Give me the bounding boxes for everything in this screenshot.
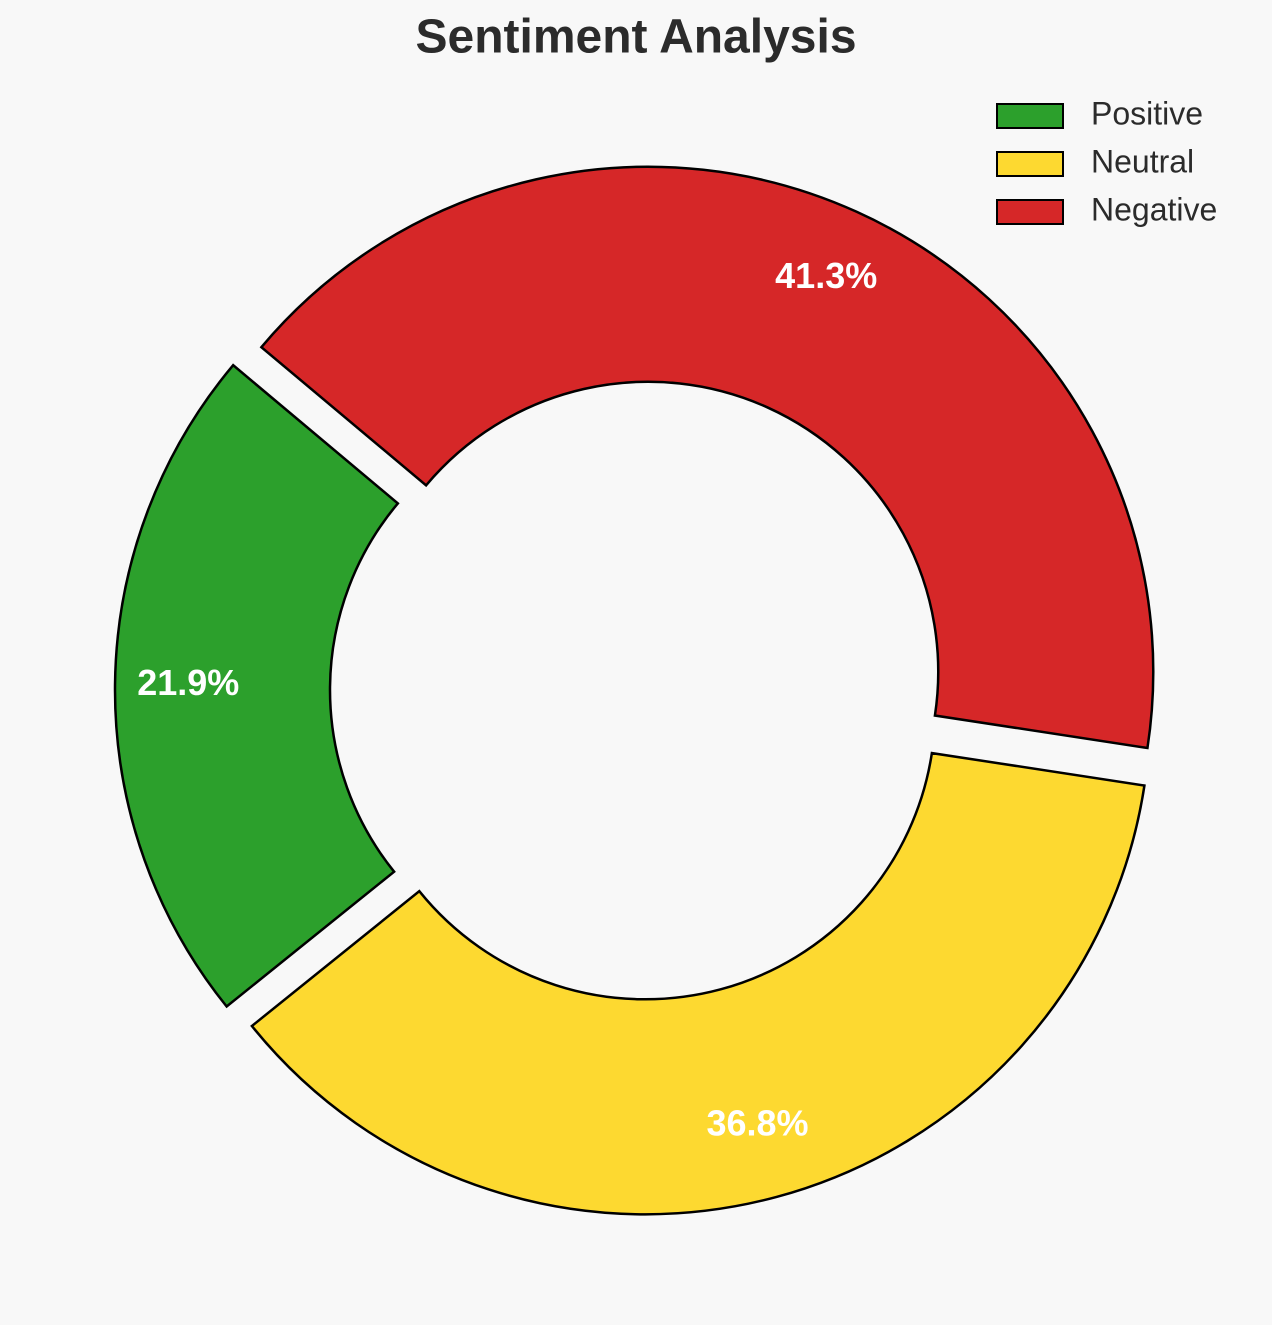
wedge [259, 165, 1155, 750]
value-label: 21.9% [137, 662, 239, 703]
wedge [250, 751, 1146, 1216]
legend-swatch [996, 199, 1064, 225]
chart-title: Sentiment Analysis [415, 11, 856, 64]
legend-label: Negative [1091, 191, 1217, 227]
value-label: 36.8% [706, 1103, 808, 1144]
legend-label: Neutral [1091, 143, 1194, 179]
legend-label: Positive [1091, 95, 1203, 131]
legend-swatch [996, 151, 1064, 177]
value-label: 41.3% [775, 255, 877, 296]
wedge [113, 363, 400, 1009]
legend-swatch [996, 103, 1064, 129]
